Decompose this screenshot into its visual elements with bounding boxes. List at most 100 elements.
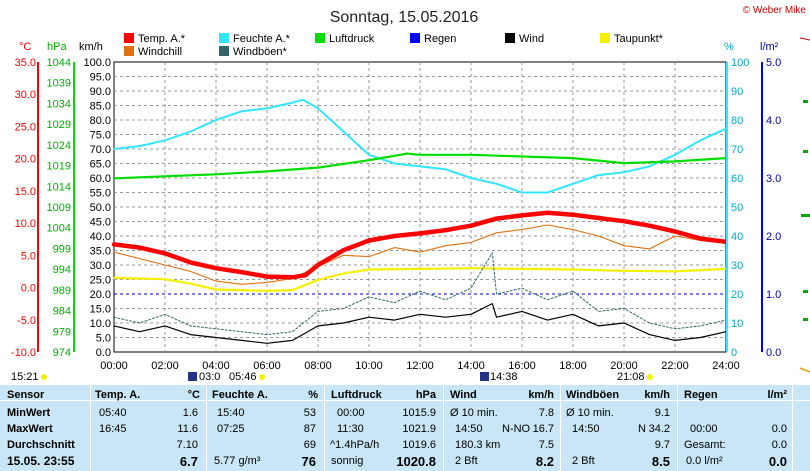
rain-total-value: 0.0: [771, 439, 787, 451]
wind-tick-label: 55.0: [90, 188, 111, 200]
wind-distance: 180.3 km: [455, 439, 501, 451]
min-temp-time: 05:40: [99, 407, 127, 419]
hum-axis-unit: %: [724, 41, 734, 53]
press-tick-label: 1024: [47, 140, 71, 152]
divider: [792, 385, 793, 471]
min-hum-value: 53: [303, 407, 316, 419]
legend-swatch: [410, 33, 420, 43]
legend-label: Regen: [424, 33, 456, 45]
hum-tick-label: 40: [731, 231, 743, 243]
wind-tick-label: 20.0: [90, 289, 111, 301]
noon-time: 14:38: [490, 371, 518, 383]
press-tick-label: 999: [53, 243, 71, 255]
press-tick-label: 1034: [47, 98, 71, 110]
sunset-time: 21:08: [617, 371, 645, 383]
temp-tick-label: 0.0: [21, 283, 36, 295]
hum-tick-label: 20: [731, 289, 743, 301]
hum-tick-label: 0: [731, 347, 737, 359]
min-press-time: 00:00: [337, 407, 365, 419]
max-gust-direction: N: [638, 423, 646, 435]
rain-tick-label: 0.0: [766, 347, 781, 359]
time-tick-label: 06:00: [253, 360, 281, 372]
rain-tick-label: 4.0: [766, 115, 781, 127]
wind-tick-label: 30.0: [90, 260, 111, 272]
max-wind-value: 16.7: [532, 423, 554, 435]
divider: [677, 385, 678, 471]
wind-tick-label: 40.0: [90, 231, 111, 243]
current-temp-value: 6.7: [179, 454, 198, 469]
time-tick-label: 16:00: [508, 360, 536, 372]
current-abs-humidity: 5.77 g/m³: [214, 455, 261, 467]
legend: Temp. A.* Feuchte A.* Luftdruck Regen Wind Ta…: [124, 33, 664, 58]
series-line-taupunkt: [112, 267, 728, 292]
time-tick-label: 22:00: [661, 360, 689, 372]
temp-tick-label: 5.0: [21, 250, 36, 262]
wind-tick-label: 45.0: [90, 217, 111, 229]
min-wind-label: Ø 10 min.: [450, 407, 498, 419]
max-temp-value: 11.6: [177, 423, 198, 435]
moon-time: 03:0: [199, 371, 220, 383]
moon-icon: [188, 372, 197, 381]
chart-title: Sonntag, 15.05.2016: [330, 9, 479, 26]
wind-tick-label: 75.0: [90, 130, 111, 142]
noon-icon: [480, 372, 489, 381]
rain-axis-unit: l/m²: [760, 41, 779, 53]
avg-hum-value: 69: [303, 439, 316, 451]
series-layer: [111, 98, 729, 344]
stats-current-row: 15.05. 23:55 6.7 5.77 g/m³ 76 sonnig 102…: [0, 454, 810, 471]
legend-label: Temp. A.*: [138, 33, 186, 45]
left-time-label: 15:21: [11, 371, 39, 383]
min-press-value: 1015.9: [402, 407, 436, 419]
series-line-windb-en: [113, 252, 727, 336]
sun-icon: [41, 374, 47, 380]
time-tick-label: 10:00: [355, 360, 383, 372]
right-sidebar-fragment: [799, 37, 810, 373]
current-press-value: 1020.8: [396, 454, 436, 469]
press-tick-label: 979: [53, 326, 71, 338]
gust-unit-header: km/h: [644, 389, 670, 401]
time-tick-label: 18:00: [559, 360, 587, 372]
temp-axis-unit: °C: [19, 41, 31, 53]
current-wind-value: 8.2: [535, 454, 554, 469]
series-line-temp-a: [111, 210, 729, 280]
series-line-luftdruck: [112, 152, 728, 180]
temp-tick-label: 15.0: [15, 186, 36, 198]
wind-tick-label: 60.0: [90, 173, 111, 185]
press-tick-label: 1004: [47, 223, 71, 235]
rain-unit-header: l/m²: [767, 389, 787, 401]
hum-tick-label: 60: [731, 173, 743, 185]
legend-label: Wind: [519, 33, 544, 45]
max-wind-direction: N-NO: [502, 423, 531, 435]
wind-tick-label: 50.0: [90, 202, 111, 214]
avg-label: Durchschnitt: [7, 439, 75, 451]
wind-tick-label: 25.0: [90, 275, 111, 287]
legend-label: Luftdruck: [329, 33, 375, 45]
current-hum-value: 76: [301, 454, 316, 469]
stats-avg-row: Durchschnitt 7.10 69 ^1.4hPa/h 1019.6 18…: [0, 438, 810, 453]
wind-tick-label: 65.0: [90, 159, 111, 171]
legend-swatch: [505, 33, 515, 43]
max-temp-time: 16:45: [99, 423, 127, 435]
time-tick-label: 14:00: [457, 360, 485, 372]
hum-tick-label: 90: [731, 86, 743, 98]
temp-tick-label: 20.0: [15, 154, 36, 166]
series-line-feuchte-a: [113, 98, 727, 194]
max-rain-time: 00:00: [690, 423, 718, 435]
hum-tick-label: 30: [731, 260, 743, 272]
avg-gust-value: 9.7: [654, 439, 670, 451]
avg-temp-value: 7.10: [176, 439, 198, 451]
sensor-header: Sensor: [7, 389, 45, 401]
press-tick-label: 989: [53, 285, 71, 297]
legend-swatch: [315, 33, 325, 43]
press-header: Luftdruck: [331, 389, 382, 401]
rain-tick-label: 1.0: [766, 289, 781, 301]
min-gust-value: 9.1: [654, 407, 670, 419]
stats-header-row: Sensor Temp. A. °C Feuchte A. % Luftdruc…: [0, 388, 810, 403]
wind-tick-label: 15.0: [90, 304, 111, 316]
hum-tick-label: 50: [731, 202, 743, 214]
legend-label: Windböen*: [233, 46, 288, 58]
wind-tick-label: 95.0: [90, 72, 111, 84]
press-tick-label: 1044: [47, 57, 71, 69]
divider: [443, 385, 444, 471]
legend-swatch: [219, 46, 229, 56]
